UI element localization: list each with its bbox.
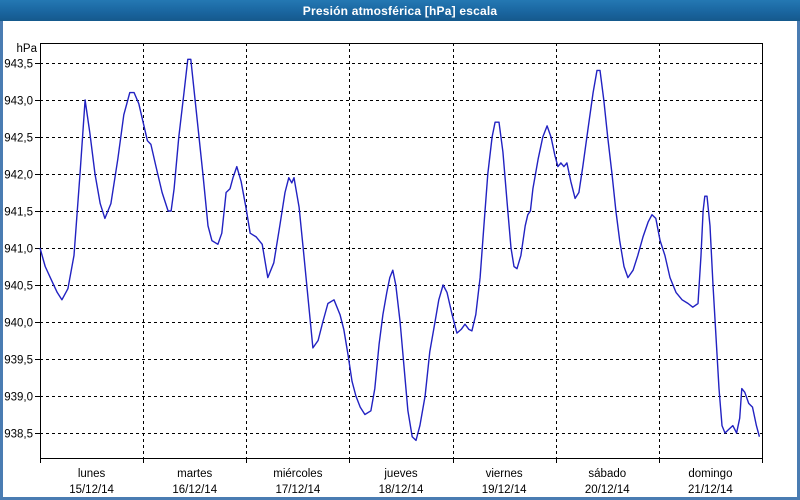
- day-date-label: 18/12/14: [379, 484, 424, 496]
- day-name-label: jueves: [383, 468, 417, 480]
- y-tick-label: 943,0: [4, 96, 33, 108]
- title-bar: Presión atmosférica [hPa] escala: [0, 0, 800, 21]
- y-tick-label: 942,0: [4, 170, 33, 182]
- y-tick-label: 939,0: [4, 392, 33, 404]
- day-date-label: 19/12/14: [482, 484, 527, 496]
- window-title: Presión atmosférica [hPa] escala: [302, 3, 498, 18]
- y-axis-unit-label: hPa: [17, 43, 38, 55]
- day-name-label: sábado: [588, 468, 626, 480]
- day-date-label: 20/12/14: [585, 484, 630, 496]
- day-date-label: 16/12/14: [172, 484, 217, 496]
- y-tick-label: 940,0: [4, 318, 33, 330]
- y-tick-label: 941,0: [4, 244, 33, 256]
- y-tick-label: 940,5: [4, 281, 33, 293]
- day-name-label: lunes: [78, 468, 106, 480]
- day-name-label: miércoles: [273, 468, 322, 480]
- day-name-label: viernes: [486, 468, 523, 480]
- y-tick-label: 941,5: [4, 207, 33, 219]
- day-date-label: 21/12/14: [688, 484, 733, 496]
- y-tick-label: 942,5: [4, 133, 33, 145]
- day-date-label: 15/12/14: [69, 484, 114, 496]
- y-tick-label: 938,5: [4, 429, 33, 441]
- y-tick-label: 939,5: [4, 355, 33, 367]
- day-name-label: domingo: [688, 468, 732, 480]
- y-tick-label: 943,5: [4, 59, 33, 71]
- day-name-label: martes: [177, 468, 212, 480]
- pressure-line: [39, 58, 761, 442]
- day-date-label: 17/12/14: [275, 484, 320, 496]
